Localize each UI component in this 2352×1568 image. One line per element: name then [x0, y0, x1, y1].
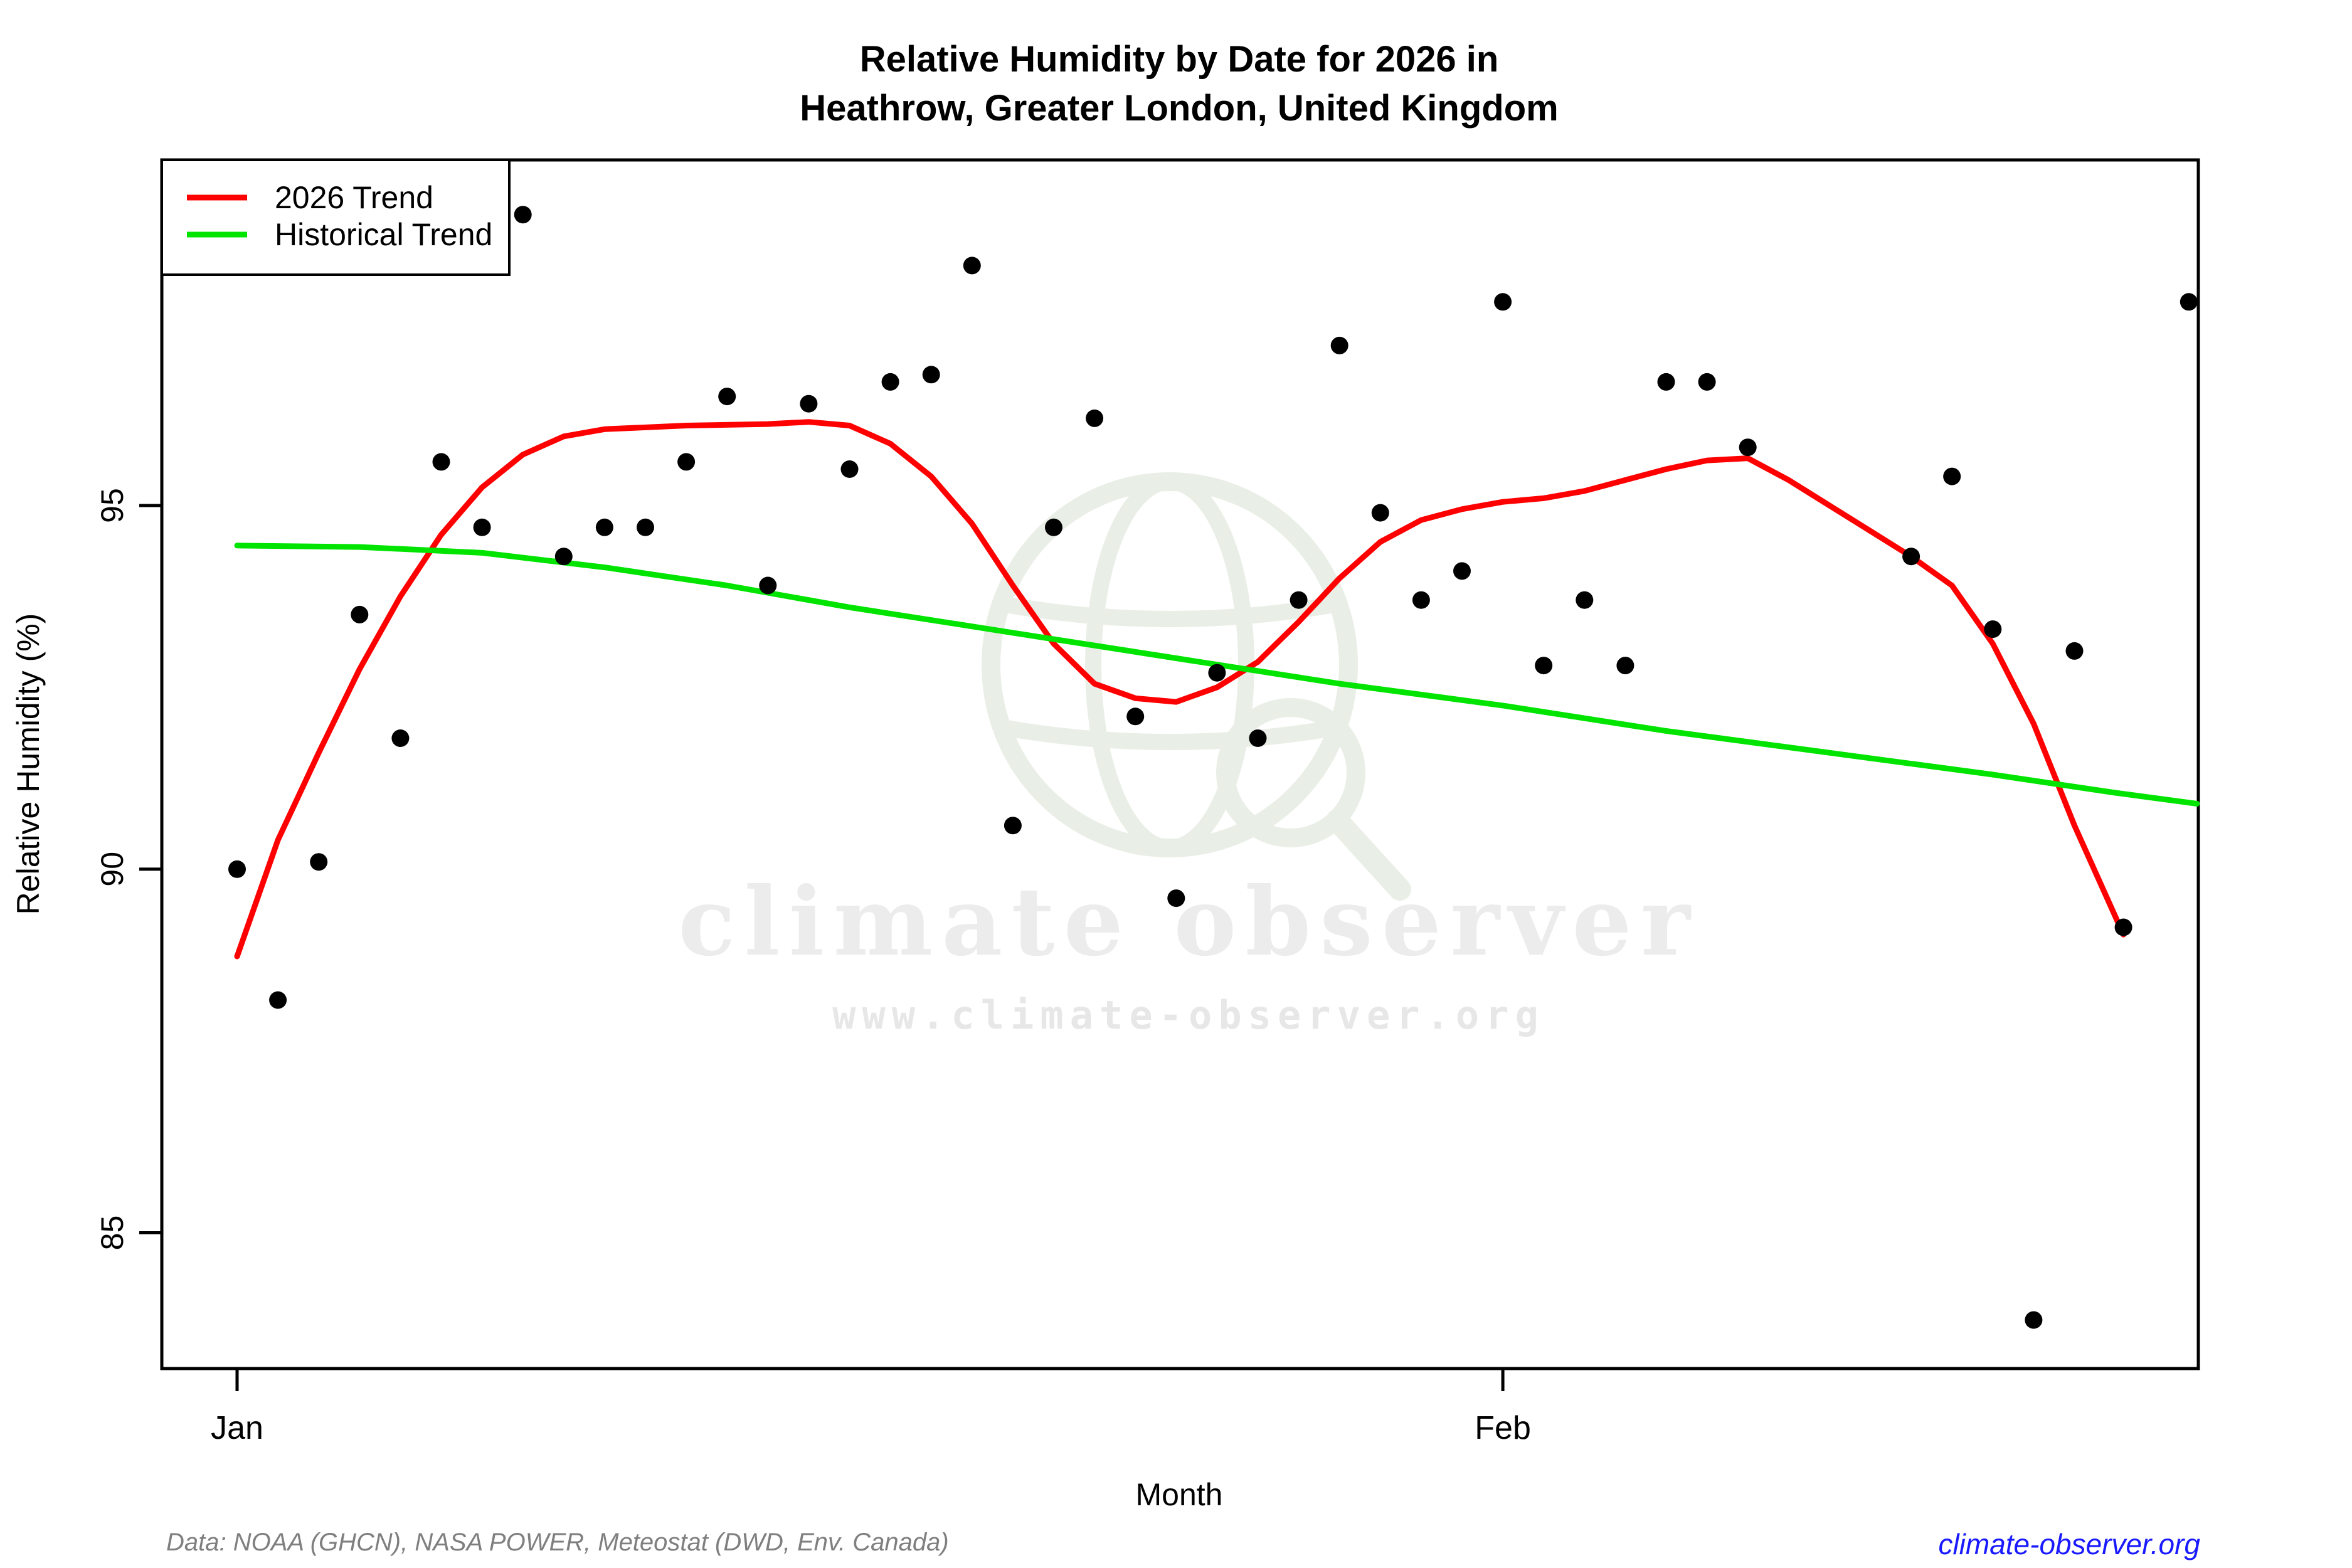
- watermark-globe-latitude-icon: [997, 595, 1343, 627]
- data-point: [1535, 657, 1553, 675]
- legend-label-historical: Historical Trend: [275, 217, 492, 252]
- x-tick-label: Feb: [1475, 1410, 1531, 1446]
- data-point: [800, 395, 818, 413]
- chart-title-line1: Relative Humidity by Date for 2026 in: [860, 39, 1499, 80]
- data-point: [1330, 336, 1348, 354]
- data-point: [1004, 817, 1022, 835]
- data-point: [1371, 504, 1389, 522]
- data-point: [677, 453, 696, 471]
- watermark-globe-latitude-icon: [994, 718, 1345, 750]
- data-point: [1576, 591, 1594, 609]
- data-point: [228, 860, 246, 878]
- legend: 2026 Trend Historical Trend: [161, 159, 511, 276]
- plot-border: [160, 158, 2200, 1370]
- data-point: [1453, 562, 1471, 580]
- data-point: [351, 605, 369, 623]
- data-point: [1126, 707, 1145, 726]
- watermark-url: www.climate-observer.org: [832, 992, 1545, 1038]
- data-point: [840, 460, 859, 478]
- data-point: [1943, 467, 1961, 485]
- y-tick-label: 90: [95, 852, 130, 887]
- data-point: [2025, 1311, 2043, 1329]
- x-axis-title: Month: [1136, 1477, 1223, 1512]
- trend-line-historical: [234, 543, 2200, 807]
- data-point: [554, 548, 573, 566]
- data-point: [595, 518, 613, 536]
- data-source-note: Data: NOAA (GHCN), NASA POWER, Meteostat…: [166, 1528, 949, 1556]
- watermark: climate observer www.climate-observer.or…: [678, 472, 1699, 1038]
- data-point: [310, 853, 328, 871]
- data-point: [759, 576, 777, 595]
- data-point: [637, 518, 654, 536]
- y-tick-label: 85: [95, 1216, 130, 1251]
- data-point: [1494, 293, 1512, 311]
- data-point: [1045, 518, 1062, 536]
- data-point: [514, 206, 532, 224]
- watermark-magnifier-handle-icon: [1326, 809, 1411, 901]
- data-point: [1698, 373, 1716, 391]
- data-point: [1412, 591, 1430, 609]
- data-point: [1984, 620, 2002, 638]
- data-point: [432, 453, 450, 471]
- trend-line-2026: [234, 419, 2127, 960]
- data-point: [1167, 889, 1185, 908]
- data-point: [269, 991, 287, 1009]
- y-axis-title: Relative Humidity (%): [11, 613, 46, 915]
- watermark-brand: climate observer: [678, 867, 1699, 977]
- data-point: [881, 373, 899, 391]
- site-link[interactable]: climate-observer.org: [1938, 1528, 2200, 1560]
- data-point: [963, 257, 981, 275]
- plot-area: 85 90 95 Jan Feb: [95, 158, 2200, 1446]
- watermark-magnifier-icon: [1216, 698, 1365, 847]
- data-point: [1249, 729, 1267, 747]
- data-point: [1616, 657, 1634, 675]
- data-point: [1208, 664, 1226, 682]
- data-point: [2114, 918, 2132, 936]
- data-point: [1086, 409, 1104, 427]
- legend-box: [161, 159, 511, 276]
- data-point: [922, 366, 940, 384]
- chart-title-line2: Heathrow, Greater London, United Kingdom: [800, 88, 1558, 129]
- watermark-globe-meridian-icon: [1085, 474, 1254, 856]
- data-point: [391, 729, 410, 747]
- legend-label-2026: 2026 Trend: [275, 180, 433, 215]
- data-point: [1290, 591, 1308, 609]
- data-point: [473, 518, 491, 536]
- data-point: [1739, 438, 1757, 457]
- data-point: [1657, 373, 1675, 391]
- data-point: [2180, 293, 2198, 311]
- data-point: [718, 388, 736, 406]
- watermark-globe-icon: [982, 472, 1358, 857]
- y-tick-label: 95: [95, 488, 130, 523]
- data-point: [1902, 548, 1920, 566]
- x-tick-label: Jan: [211, 1410, 263, 1446]
- data-point: [2065, 642, 2084, 660]
